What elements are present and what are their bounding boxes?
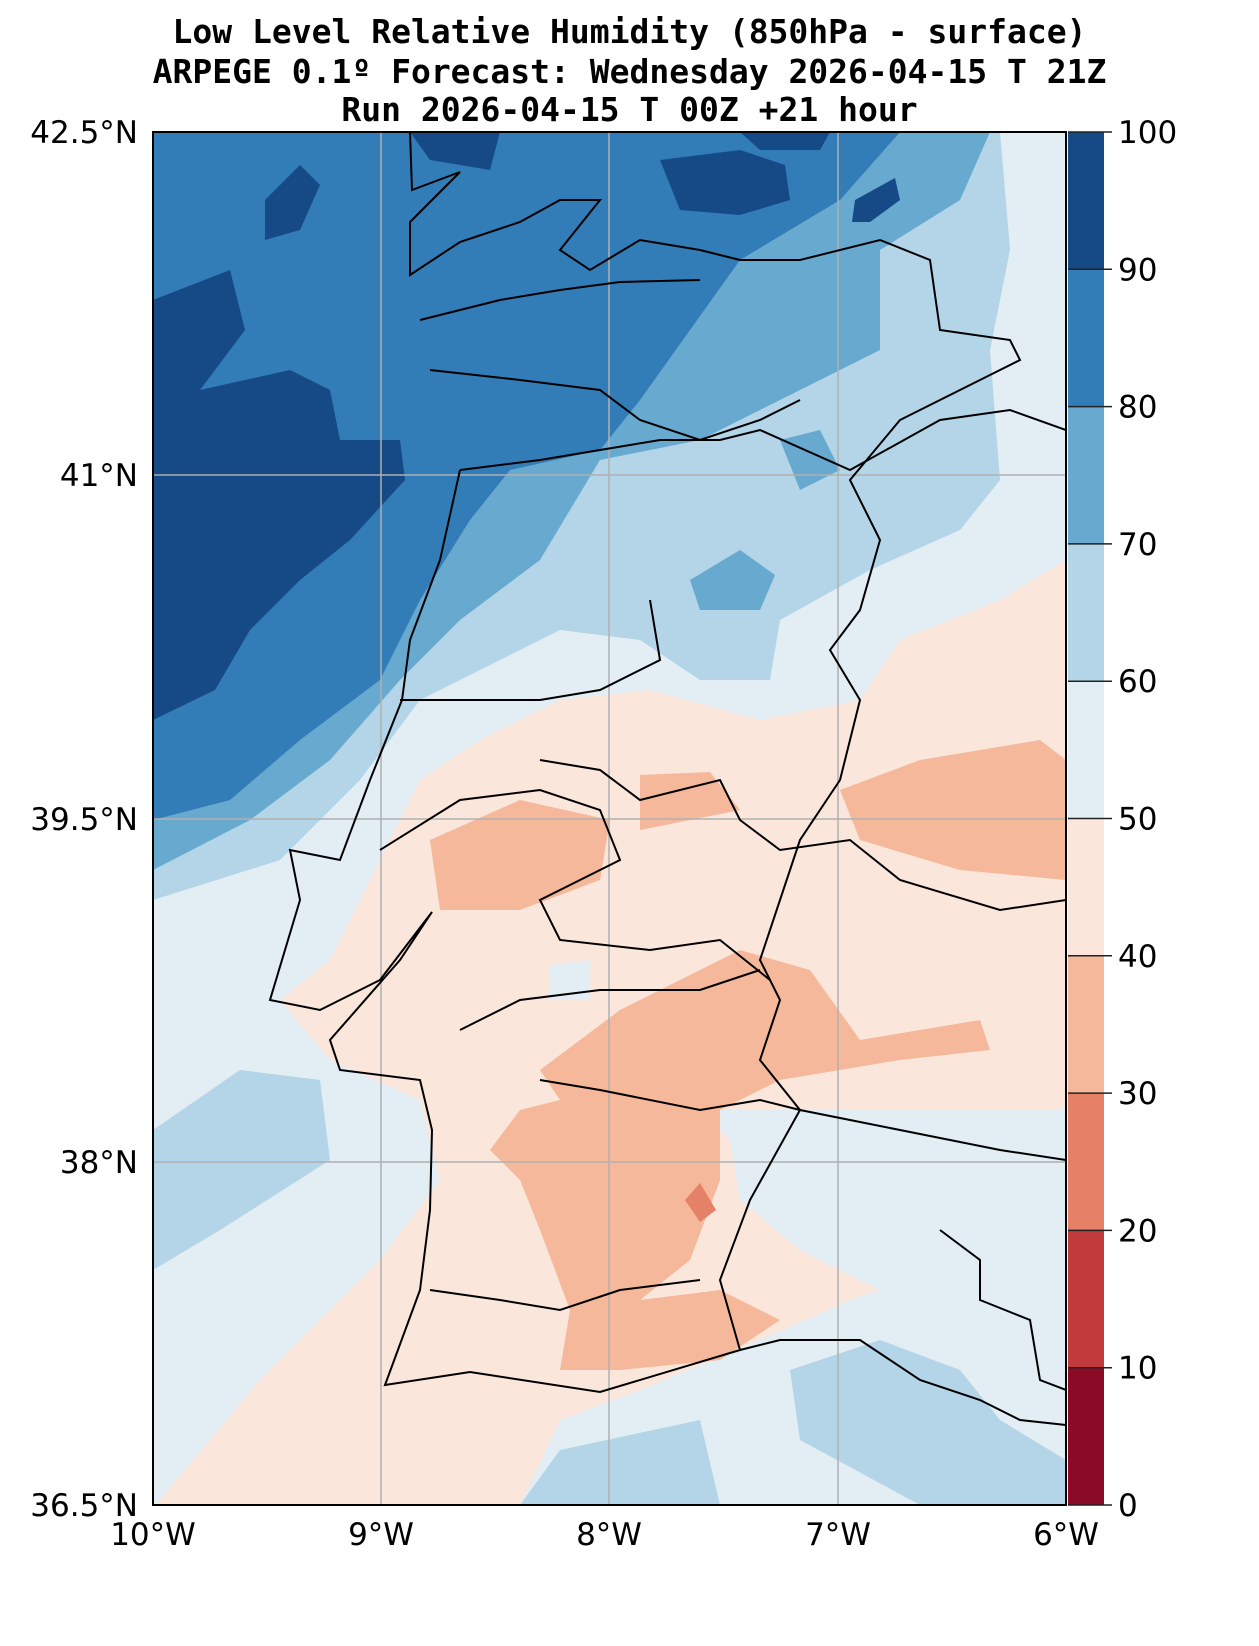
colorbar-segment xyxy=(1068,543,1104,682)
contour-20-30 xyxy=(685,1183,716,1222)
contour-30-40 xyxy=(430,740,1066,1370)
x-tick-label: 10°W xyxy=(110,1517,196,1553)
title-line-2: ARPEGE 0.1º Forecast: Wednesday 2026-04-… xyxy=(152,52,1107,91)
colorbar-segment xyxy=(1068,1093,1104,1231)
contour-fills xyxy=(153,132,1066,1505)
x-axis-ticks: 10°W 9°W 8°W 7°W 6°W xyxy=(110,1517,1099,1553)
colorbar-tick-label: 70 xyxy=(1118,527,1157,563)
colorbar-tick-label: 30 xyxy=(1118,1076,1157,1112)
x-tick-label: 7°W xyxy=(805,1517,871,1553)
y-tick-label: 38°N xyxy=(60,1145,138,1181)
y-tick-label: 42.5°N xyxy=(30,115,138,151)
colorbar-segment xyxy=(1068,132,1104,270)
colorbar-tick-label: 10 xyxy=(1118,1351,1157,1387)
y-tick-label: 39.5°N xyxy=(30,802,138,838)
y-tick-label: 36.5°N xyxy=(30,1488,138,1524)
x-tick-label: 9°W xyxy=(348,1517,414,1553)
colorbar-segment xyxy=(1068,269,1104,408)
title-line-1: Low Level Relative Humidity (850hPa - su… xyxy=(172,12,1087,51)
coastlines-borders xyxy=(268,132,1066,1426)
colorbar-tick-label: 60 xyxy=(1118,664,1157,700)
contour-90-100 xyxy=(153,132,900,720)
colorbar-segment xyxy=(1068,955,1104,1094)
colorbar-segment xyxy=(1068,1230,1104,1369)
colorbar: 0 10 20 30 40 50 60 70 80 90 100 xyxy=(1068,115,1177,1524)
colorbar-tick-label: 40 xyxy=(1118,939,1157,975)
x-tick-label: 6°W xyxy=(1033,1517,1099,1553)
contour-80-90 xyxy=(153,132,900,820)
colorbar-tick-label: 80 xyxy=(1118,390,1157,426)
colorbar-tick-label: 100 xyxy=(1118,115,1177,151)
colorbar-tick-label: 0 xyxy=(1118,1488,1138,1524)
gridlines xyxy=(153,132,1066,1505)
y-tick-label: 41°N xyxy=(60,458,138,494)
title-line-3: Run 2026-04-15 T 00Z +21 hour xyxy=(341,90,918,129)
colorbar-tick-label: 20 xyxy=(1118,1213,1157,1249)
colorbar-tick-label: 90 xyxy=(1118,252,1157,288)
colorbar-segment xyxy=(1068,406,1104,545)
y-axis-ticks: 42.5°N 41°N 39.5°N 38°N 36.5°N xyxy=(30,115,138,1524)
colorbar-segment xyxy=(1068,681,1104,819)
x-tick-label: 8°W xyxy=(576,1517,642,1553)
colorbar-segment xyxy=(1068,818,1104,957)
colorbar-tick-label: 50 xyxy=(1118,802,1157,838)
colorbar-segment xyxy=(1068,1367,1104,1506)
plot-frame xyxy=(152,131,1067,1506)
